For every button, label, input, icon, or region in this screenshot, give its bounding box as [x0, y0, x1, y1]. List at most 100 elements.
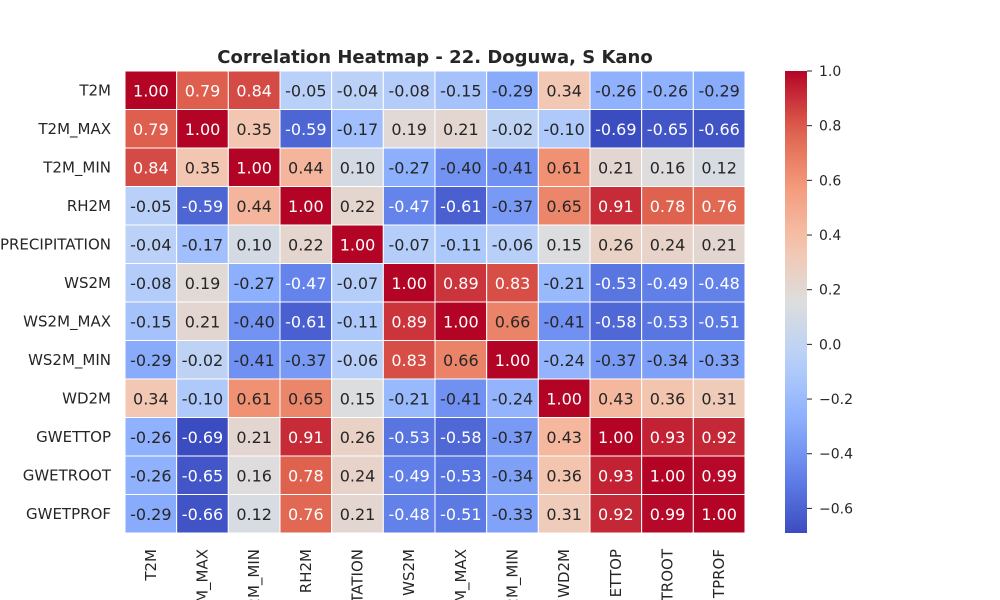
- cell-value-label: -0.53: [440, 466, 481, 485]
- y-axis-tick-labels: T2M T2M_MAX T2M_MIN RH2M PRECIPITATION WS2M WS…: [0, 81, 112, 523]
- cell-value-label: -0.53: [647, 312, 688, 331]
- heatmap-cell: [176, 301, 229, 341]
- heatmap-cell: [641, 224, 694, 264]
- cell-value-label: 0.61: [236, 389, 272, 408]
- heatmap-cell: [537, 378, 591, 418]
- heatmap-cell: [176, 70, 229, 110]
- heatmap-cell: [227, 224, 281, 264]
- cell-value-label: 0.36: [650, 389, 686, 408]
- heatmap-cell: [641, 109, 694, 149]
- cell-value-label: 0.26: [598, 235, 634, 254]
- heatmap-cell: [279, 109, 333, 149]
- cell-value-label: -0.41: [492, 158, 533, 177]
- heatmap-cell: [692, 109, 746, 149]
- cell-value-label: -0.51: [440, 505, 481, 524]
- cell-value-label: 0.89: [443, 274, 479, 293]
- heatmap-cell: [124, 340, 178, 380]
- heatmap-cell: [692, 417, 746, 457]
- colorbar-tick-label: 0.0: [819, 337, 841, 353]
- heatmap-cell: [176, 494, 229, 534]
- heatmap-cell: [279, 455, 333, 495]
- cell-value-label: 0.91: [288, 428, 324, 447]
- cell-value-label: 0.24: [340, 466, 376, 485]
- y-tick-label: WS2M: [64, 274, 111, 292]
- y-tick-label: WD2M: [62, 389, 111, 407]
- cell-value-label: 0.44: [236, 197, 272, 216]
- colorbar-tick-label: −0.6: [819, 501, 853, 517]
- heatmap-cell: [641, 494, 694, 534]
- cell-value-label: 0.10: [236, 235, 272, 254]
- heatmap-cell: [279, 186, 333, 226]
- cell-value-label: -0.24: [492, 389, 533, 408]
- heatmap-cell: [227, 147, 281, 187]
- heatmap-cell: [486, 417, 539, 457]
- heatmap-cell: [124, 455, 178, 495]
- cell-value-label: -0.69: [182, 428, 223, 447]
- cell-value-label: -0.17: [182, 235, 223, 254]
- cell-value-label: -0.49: [388, 466, 429, 485]
- y-tick-label: T2M_MIN: [42, 158, 111, 177]
- cell-value-label: 0.44: [288, 158, 324, 177]
- heatmap-cell: [176, 455, 229, 495]
- cell-value-label: -0.58: [595, 312, 636, 331]
- heatmap-cell: [124, 186, 178, 226]
- cell-value-label: -0.48: [698, 274, 739, 293]
- cell-value-label: -0.11: [337, 312, 378, 331]
- heatmap-cell: [434, 224, 488, 264]
- heatmap-cell: [279, 378, 333, 418]
- heatmap-cell: [589, 417, 643, 457]
- cell-value-label: -0.02: [492, 120, 533, 139]
- cell-value-label: -0.33: [698, 351, 739, 370]
- heatmap-cell: [279, 340, 333, 380]
- y-tick-label: PRECIPITATION: [0, 235, 111, 253]
- cell-value-label: 0.21: [236, 428, 272, 447]
- cell-value-label: 1.00: [495, 351, 531, 370]
- colorbar-gradient: [785, 71, 807, 533]
- x-tick-label: TPROF: [710, 549, 728, 599]
- heatmap-cell: [279, 263, 333, 303]
- cell-value-label: 0.21: [185, 312, 221, 331]
- cell-value-label: 0.89: [391, 312, 427, 331]
- heatmap-cell: [331, 301, 384, 341]
- cell-value-label: 0.19: [391, 120, 427, 139]
- cell-value-label: 0.84: [133, 158, 169, 177]
- cell-value-label: -0.51: [698, 312, 739, 331]
- y-tick-label: RH2M: [67, 197, 111, 215]
- cell-value-label: 1.00: [185, 120, 221, 139]
- x-tick-label: ETTOP: [607, 549, 625, 597]
- heatmap-cell: [331, 340, 384, 380]
- cell-value-label: 0.61: [546, 158, 582, 177]
- cell-value-label: 0.93: [650, 428, 686, 447]
- y-tick-label: GWETPROF: [26, 505, 111, 523]
- cell-value-label: -0.21: [388, 389, 429, 408]
- x-tick-label: TROOT: [659, 548, 677, 600]
- cell-value-label: 1.00: [391, 274, 427, 293]
- heatmap-cell: [434, 417, 488, 457]
- cell-value-label: -0.59: [285, 120, 326, 139]
- heatmap-cell: [589, 70, 643, 110]
- cell-value-label: -0.08: [388, 81, 429, 100]
- y-tick-label: GWETROOT: [23, 466, 112, 484]
- heatmap-cell: [434, 109, 488, 149]
- x-tick-label: M_MAX: [452, 549, 471, 600]
- cell-value-label: 0.83: [391, 351, 427, 370]
- heatmap-cell: [434, 378, 488, 418]
- cell-value-label: -0.66: [698, 120, 739, 139]
- heatmap-cell: [692, 301, 746, 341]
- heatmap-cell: [486, 70, 539, 110]
- cell-value-label: 0.12: [701, 158, 737, 177]
- heatmap-cell: [537, 301, 591, 341]
- heatmap-cell: [692, 70, 746, 110]
- heatmap-cell: [486, 263, 539, 303]
- cell-value-label: 1.00: [288, 197, 324, 216]
- heatmap-cell: [331, 224, 384, 264]
- cell-value-label: -0.04: [130, 235, 171, 254]
- cell-value-label: -0.15: [440, 81, 481, 100]
- cell-value-label: -0.47: [285, 274, 326, 293]
- x-tick-label: RH2M: [297, 549, 315, 593]
- cell-value-label: -0.37: [595, 351, 636, 370]
- cell-value-label: 1.00: [701, 505, 737, 524]
- heatmap-cell: [382, 301, 436, 341]
- cell-value-label: 0.93: [598, 466, 634, 485]
- heatmap-cells: 1.00 0.79 0.84 -0.05 -0.04 -0.08 -0.15 -0.29 0.3…: [124, 70, 746, 534]
